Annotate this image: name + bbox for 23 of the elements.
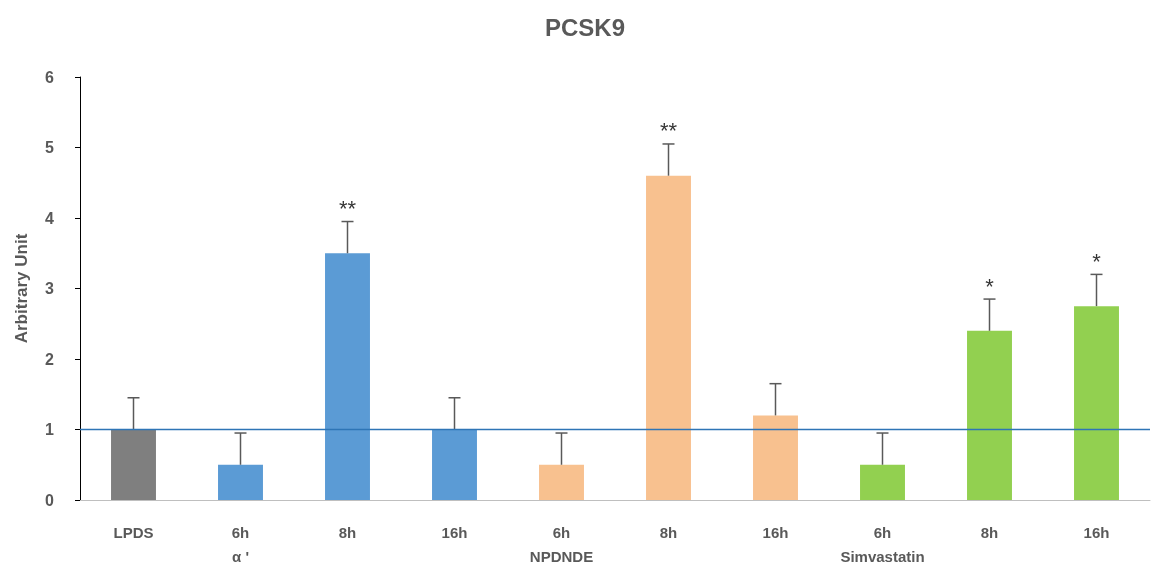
data-label: * <box>1092 248 1102 274</box>
x-tick-label: 6h Simvastatin <box>840 523 925 565</box>
x-tick-label: 6h NPDNDE <box>529 523 594 565</box>
data-label: ** <box>338 196 357 222</box>
y-axis-title: Arbitrary Unit <box>12 233 31 344</box>
x-tick-label: 16h <box>441 523 468 541</box>
x-tick-label: 8h <box>980 523 999 541</box>
y-tick-label: 4 <box>45 209 55 227</box>
y-tick-label: 5 <box>45 139 55 156</box>
x-tick-label: LPDS <box>113 523 154 541</box>
y-tick-label: 2 <box>45 350 55 368</box>
y-tick-label: 6 <box>45 68 55 86</box>
chart-title: PCSK9 <box>544 13 626 41</box>
x-tick-label: 8h <box>659 523 678 541</box>
x-tick-label: 8h <box>338 523 357 541</box>
x-tick-label: 6h α ' <box>231 523 250 565</box>
y-tick-label: 1 <box>45 421 55 438</box>
data-label: ** <box>659 118 678 144</box>
y-tick-label: 0 <box>45 491 55 509</box>
x-tick-label: 16h <box>762 523 789 541</box>
x-tick-label: 16h <box>1083 523 1110 541</box>
data-label: * <box>985 273 995 299</box>
y-tick-label: 3 <box>45 280 55 297</box>
